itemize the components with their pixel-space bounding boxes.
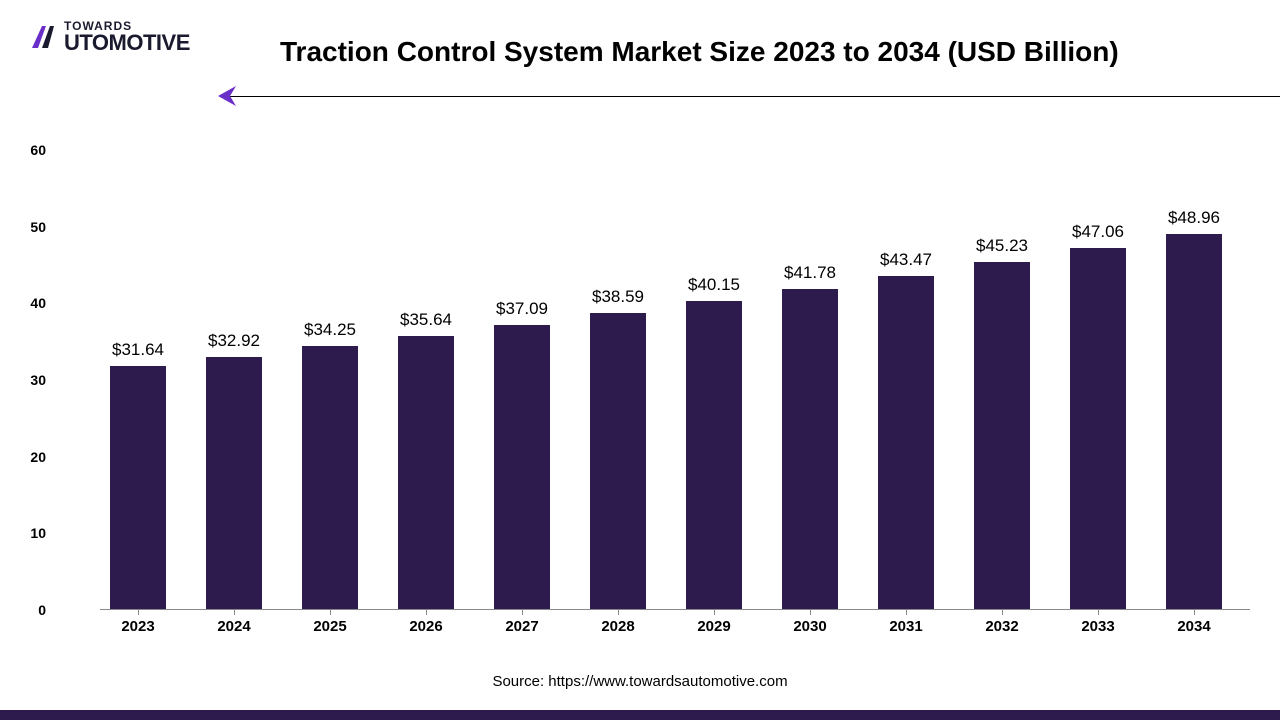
x-tick <box>234 609 235 615</box>
bar <box>590 313 646 609</box>
x-tick <box>426 609 427 615</box>
bar <box>110 366 166 609</box>
brand-logo: TOWARDS UTOMOTIVE <box>28 20 190 54</box>
x-axis-label: 2023 <box>88 618 188 635</box>
x-axis-label: 2025 <box>280 618 380 635</box>
x-axis-label: 2031 <box>856 618 956 635</box>
y-tick: 50 <box>30 219 46 235</box>
x-tick <box>810 609 811 615</box>
y-tick: 60 <box>30 142 46 158</box>
footer-bar <box>0 710 1280 720</box>
bar <box>1166 234 1222 609</box>
x-tick <box>618 609 619 615</box>
x-axis-label: 2029 <box>664 618 764 635</box>
bar <box>782 289 838 609</box>
y-tick: 30 <box>30 372 46 388</box>
x-axis-label: 2027 <box>472 618 572 635</box>
x-tick <box>1002 609 1003 615</box>
x-tick <box>330 609 331 615</box>
x-tick <box>138 609 139 615</box>
source-text: Source: https://www.towardsautomotive.co… <box>0 673 1280 690</box>
bar-value-label: $48.96 <box>1134 208 1254 228</box>
x-axis-label: 2028 <box>568 618 668 635</box>
bar <box>1070 248 1126 609</box>
y-tick: 40 <box>30 295 46 311</box>
plot-area: $31.642023$32.922024$34.252025$35.642026… <box>100 150 1250 610</box>
x-tick <box>1194 609 1195 615</box>
x-tick <box>1098 609 1099 615</box>
x-axis-label: 2034 <box>1144 618 1244 635</box>
x-axis-label: 2032 <box>952 618 1052 635</box>
bar <box>974 262 1030 609</box>
bar <box>686 301 742 609</box>
bar-chart: 0102030405060 $31.642023$32.922024$34.25… <box>70 150 1250 630</box>
chart-title: Traction Control System Market Size 2023… <box>280 36 1119 68</box>
arrow-left-icon <box>216 82 244 115</box>
x-tick <box>714 609 715 615</box>
x-tick <box>522 609 523 615</box>
y-tick: 10 <box>30 525 46 541</box>
bar <box>494 325 550 609</box>
bar <box>206 357 262 609</box>
y-tick: 0 <box>38 602 46 618</box>
x-axis-label: 2030 <box>760 618 860 635</box>
x-tick <box>906 609 907 615</box>
logo-automotive: UTOMOTIVE <box>64 32 190 54</box>
decorative-arrow-line <box>228 96 1280 97</box>
logo-icon <box>28 22 58 52</box>
bar <box>878 276 934 609</box>
logo-text: TOWARDS UTOMOTIVE <box>64 20 190 54</box>
y-axis: 0102030405060 <box>50 150 70 610</box>
y-tick: 20 <box>30 449 46 465</box>
x-axis-label: 2026 <box>376 618 476 635</box>
bar <box>398 336 454 609</box>
bar <box>302 346 358 609</box>
x-axis-label: 2033 <box>1048 618 1148 635</box>
x-axis-label: 2024 <box>184 618 284 635</box>
